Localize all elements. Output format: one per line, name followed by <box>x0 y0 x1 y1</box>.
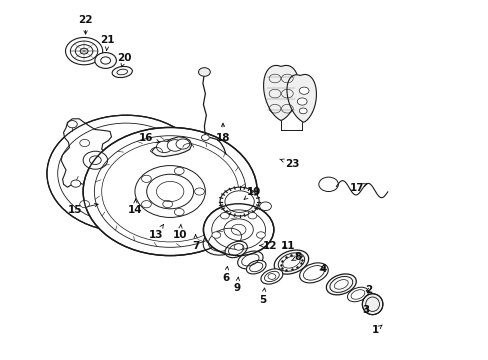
Circle shape <box>198 68 210 76</box>
Text: 21: 21 <box>100 35 115 50</box>
Text: 5: 5 <box>259 288 266 305</box>
Circle shape <box>318 177 338 192</box>
Circle shape <box>67 121 77 128</box>
Circle shape <box>203 204 273 256</box>
Text: 13: 13 <box>149 225 163 240</box>
Circle shape <box>201 135 209 140</box>
Text: 9: 9 <box>233 277 240 293</box>
Circle shape <box>156 141 172 153</box>
Text: 16: 16 <box>138 132 159 143</box>
Text: 14: 14 <box>128 199 142 215</box>
Circle shape <box>83 127 257 256</box>
Text: 1: 1 <box>371 325 381 336</box>
Circle shape <box>101 57 110 64</box>
Circle shape <box>220 212 229 219</box>
Circle shape <box>259 202 271 211</box>
Circle shape <box>220 187 259 216</box>
Text: 3: 3 <box>362 305 368 315</box>
Ellipse shape <box>203 224 246 255</box>
Text: 22: 22 <box>78 15 93 34</box>
Text: 7: 7 <box>191 235 199 251</box>
Circle shape <box>299 87 308 94</box>
Ellipse shape <box>112 67 132 77</box>
Circle shape <box>141 201 151 208</box>
Circle shape <box>194 188 204 195</box>
Text: 2: 2 <box>365 285 372 295</box>
Circle shape <box>247 212 256 219</box>
Text: 15: 15 <box>67 203 98 215</box>
Text: 19: 19 <box>244 186 261 199</box>
Ellipse shape <box>362 294 382 315</box>
Text: 4: 4 <box>318 264 326 274</box>
Polygon shape <box>263 66 298 120</box>
Circle shape <box>234 244 243 250</box>
Circle shape <box>163 201 172 208</box>
Circle shape <box>71 180 81 187</box>
Circle shape <box>141 175 151 183</box>
Text: 6: 6 <box>222 266 229 283</box>
Text: 23: 23 <box>279 159 299 169</box>
Text: 10: 10 <box>172 224 187 240</box>
Text: 8: 8 <box>291 252 301 262</box>
Circle shape <box>299 108 306 114</box>
Ellipse shape <box>299 263 327 283</box>
Ellipse shape <box>237 251 263 269</box>
Circle shape <box>256 232 265 238</box>
Ellipse shape <box>246 260 265 274</box>
Circle shape <box>176 139 189 149</box>
Circle shape <box>211 232 220 238</box>
Circle shape <box>47 115 205 232</box>
Circle shape <box>80 139 89 147</box>
Circle shape <box>95 53 116 68</box>
Ellipse shape <box>274 250 308 274</box>
Circle shape <box>297 98 306 105</box>
Circle shape <box>174 208 184 216</box>
Circle shape <box>174 167 184 175</box>
Polygon shape <box>151 137 191 157</box>
Circle shape <box>167 140 183 151</box>
Text: 20: 20 <box>117 53 132 67</box>
Polygon shape <box>61 119 111 192</box>
Ellipse shape <box>325 274 356 295</box>
Ellipse shape <box>261 269 282 284</box>
Circle shape <box>163 139 172 147</box>
Circle shape <box>80 201 89 208</box>
Ellipse shape <box>224 241 247 258</box>
Text: 11: 11 <box>281 240 295 251</box>
Text: 18: 18 <box>215 123 230 143</box>
Circle shape <box>83 151 107 169</box>
Text: 12: 12 <box>259 240 277 251</box>
Text: 17: 17 <box>349 183 366 193</box>
Polygon shape <box>286 75 316 122</box>
Circle shape <box>65 37 102 65</box>
